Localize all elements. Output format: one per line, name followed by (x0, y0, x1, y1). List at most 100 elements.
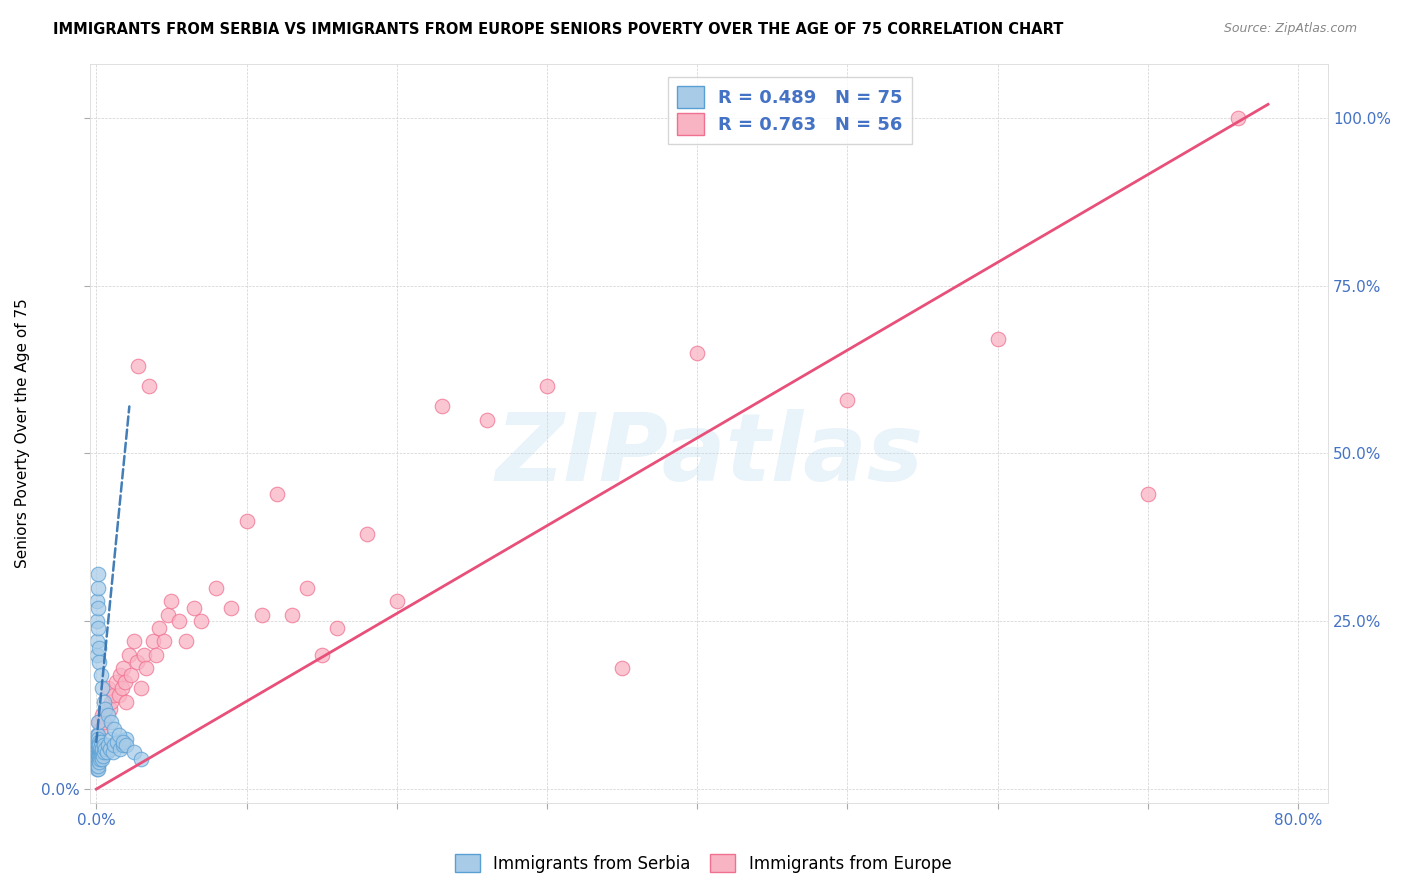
Point (89, 655, 111, 669)
Point (311, 648, 333, 662)
Point (87, 600, 110, 615)
Point (325, 621, 347, 635)
Point (111, 681, 134, 696)
Point (167, 614, 190, 628)
Point (115, 695, 138, 709)
Point (86, 614, 108, 628)
Point (90, 668, 112, 682)
Point (93, 745, 115, 759)
Point (145, 648, 167, 662)
Legend: R = 0.489   N = 75, R = 0.763   N = 56: R = 0.489 N = 75, R = 0.763 N = 56 (668, 77, 911, 145)
Point (131, 681, 153, 696)
Point (112, 735, 135, 749)
Point (1136, 486, 1159, 500)
Point (90, 722, 112, 736)
Point (101, 745, 124, 759)
Point (97, 708, 120, 723)
Point (90, 745, 112, 759)
Text: IMMIGRANTS FROM SERBIA VS IMMIGRANTS FROM EUROPE SENIORS POVERTY OVER THE AGE OF: IMMIGRANTS FROM SERBIA VS IMMIGRANTS FRO… (53, 22, 1064, 37)
Point (91, 681, 114, 696)
Point (93, 714, 115, 729)
Point (87, 745, 110, 759)
Point (153, 634, 176, 648)
Point (98, 701, 121, 715)
Text: ZIPatlas: ZIPatlas (495, 409, 924, 501)
Point (89, 745, 111, 759)
Point (104, 674, 127, 689)
Point (94, 741, 117, 756)
Point (86, 756, 108, 770)
Point (89, 739, 111, 753)
Point (87, 739, 110, 753)
Point (93, 695, 115, 709)
Point (135, 661, 157, 675)
Point (134, 648, 156, 662)
Point (90, 735, 112, 749)
Point (87, 752, 110, 766)
Point (87, 748, 110, 763)
Point (100, 695, 122, 709)
Point (221, 600, 243, 615)
Point (96, 745, 118, 759)
Point (86, 735, 108, 749)
Point (100, 731, 122, 746)
Point (86, 728, 108, 742)
Point (89, 748, 111, 763)
Point (87, 641, 110, 656)
Point (91, 708, 114, 723)
Legend: Immigrants from Serbia, Immigrants from Europe: Immigrants from Serbia, Immigrants from … (449, 847, 957, 880)
Point (87, 735, 110, 749)
Point (103, 722, 125, 736)
Point (86, 735, 108, 749)
Point (105, 735, 128, 749)
Point (430, 400, 453, 414)
Point (87, 714, 110, 729)
Point (108, 728, 131, 742)
Point (87, 728, 110, 742)
Point (118, 648, 141, 662)
Point (250, 607, 273, 622)
Point (125, 655, 148, 669)
Point (87, 741, 110, 756)
Point (91, 745, 114, 759)
Point (87, 728, 110, 742)
Point (108, 688, 131, 702)
Point (86, 648, 108, 662)
Point (266, 486, 288, 500)
Point (280, 607, 302, 622)
Point (87, 741, 110, 756)
Point (183, 600, 205, 615)
Point (100, 714, 122, 729)
Point (86, 758, 108, 772)
Point (190, 614, 212, 628)
Point (176, 634, 198, 648)
Point (98, 741, 121, 756)
Point (987, 332, 1010, 346)
Point (90, 752, 112, 766)
Point (610, 661, 633, 675)
Point (157, 607, 180, 622)
Point (86, 741, 108, 756)
Point (87, 756, 110, 770)
Point (205, 581, 228, 595)
Point (148, 621, 170, 635)
Point (86, 745, 108, 759)
Text: Source: ZipAtlas.com: Source: ZipAtlas.com (1223, 22, 1357, 36)
Point (160, 594, 183, 608)
Point (112, 739, 135, 753)
Point (86, 581, 108, 595)
Point (86, 756, 108, 770)
Y-axis label: Seniors Poverty Over the Age of 75: Seniors Poverty Over the Age of 75 (15, 299, 30, 568)
Point (686, 345, 709, 359)
Point (475, 413, 498, 427)
Point (1227, 111, 1250, 125)
Point (87, 762, 110, 776)
Point (536, 379, 558, 393)
Point (122, 634, 145, 648)
Point (87, 567, 110, 582)
Point (114, 674, 136, 689)
Point (89, 714, 111, 729)
Point (120, 668, 142, 682)
Point (235, 514, 257, 528)
Point (86, 745, 108, 759)
